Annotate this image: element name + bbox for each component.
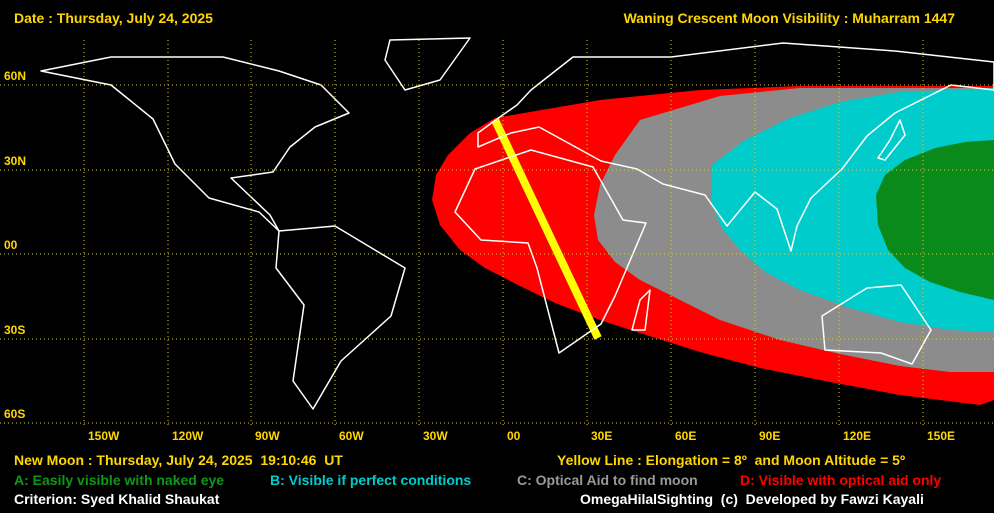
new-moon-info: New Moon : Thursday, July 24, 2025 19:10… [14,452,343,468]
visibility-zones [432,86,994,405]
longitude-label: 90E [759,429,780,443]
zone-a-green [876,140,994,300]
eurasia [477,42,994,252]
legend-c: C: Optical Aid to find moon [517,472,698,488]
legend-b: B: Visible if perfect conditions [270,472,471,488]
longitude-label: 120W [172,429,204,443]
graticule [0,40,994,428]
latitude-label: 30N [4,154,26,168]
latitude-label: 60N [4,69,26,83]
longitude-label: 150E [927,429,955,443]
australia [821,284,932,365]
latitude-label: 00 [4,238,18,252]
longitude-label: 30E [591,429,612,443]
legend-a: A: Easily visible with naked eye [14,472,224,488]
latitude-label: 60S [4,407,25,421]
yellow-line-info: Yellow Line : Elongation = 8º and Moon A… [557,452,905,468]
map-title: Waning Crescent Moon Visibility : Muharr… [624,10,956,26]
longitude-label: 00 [507,429,521,443]
longitude-label: 120E [843,429,871,443]
criterion: Criterion: Syed Khalid Shaukat [14,491,220,507]
coastlines [40,37,994,410]
longitude-label: 30W [423,429,448,443]
longitude-label: 90W [255,429,280,443]
japan [877,119,906,161]
longitude-label: 60E [675,429,696,443]
madagascar [631,289,651,331]
south-america [275,225,406,410]
greenland [384,37,471,91]
date-label: Date : Thursday, July 24, 2025 [14,10,213,26]
legend-d: D: Visible with optical aid only [740,472,941,488]
latitude-label: 30S [4,323,25,337]
longitude-label: 150W [88,429,120,443]
africa [454,149,647,354]
north-america [40,56,350,232]
longitude-label: 60W [339,429,364,443]
credit: OmegaHilalSighting (c) Developed by Fawz… [580,491,924,507]
